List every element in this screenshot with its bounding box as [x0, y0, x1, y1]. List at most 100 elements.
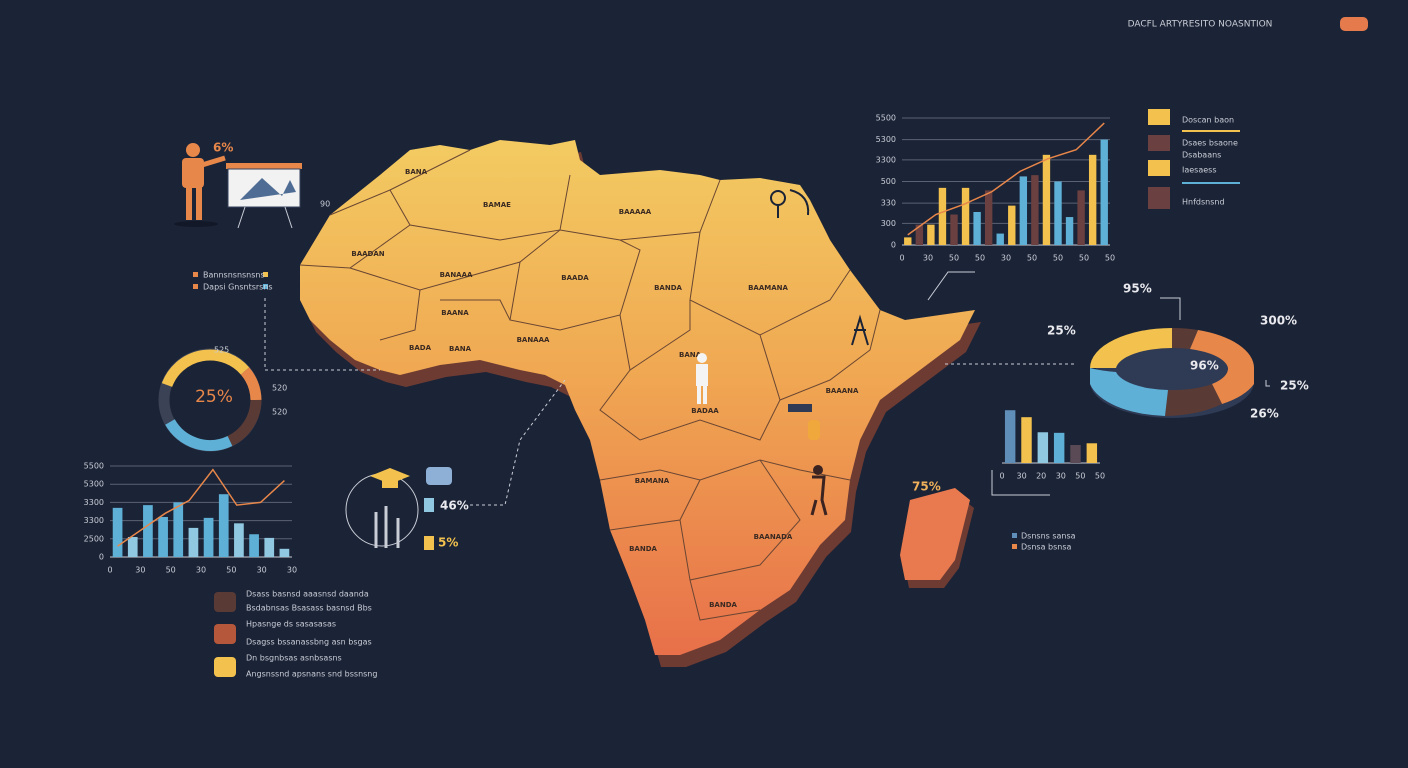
- bar: [1031, 175, 1039, 245]
- bar: [961, 187, 970, 245]
- note-text: Dn bsgnbsas asnbsasns: [246, 654, 342, 663]
- bar: [188, 527, 199, 557]
- y-tick-label: 5300: [876, 135, 896, 144]
- map-label: BAANA: [441, 309, 469, 317]
- y-tick-label: 3300: [84, 516, 104, 525]
- map-label: BADA: [409, 344, 432, 352]
- y-tick-label: 5500: [876, 114, 896, 123]
- madagascar: [900, 488, 970, 580]
- legend-text: Doscan baon: [1182, 116, 1234, 125]
- bar: [234, 523, 244, 557]
- y-tick-label: 3300: [876, 155, 896, 164]
- map-label: BAAAAA: [619, 208, 652, 216]
- map-label: BAANADA: [754, 533, 793, 541]
- legend-text: Dapsi Gnsntsrsns: [203, 283, 273, 292]
- bar: [1037, 432, 1049, 463]
- bar: [264, 537, 275, 557]
- donut-label: 300%: [1260, 314, 1297, 328]
- x-tick-label: 0: [899, 254, 904, 263]
- legend-swatch: [263, 284, 268, 289]
- edu-label: 46%: [440, 499, 469, 513]
- map-callout: 75%: [912, 480, 941, 494]
- bar: [1004, 410, 1016, 463]
- y-tick-label: 5500: [84, 462, 104, 471]
- connector: [470, 379, 566, 506]
- map-label: BAADAN: [351, 250, 384, 258]
- donut-label: 525: [214, 346, 229, 355]
- map-label: BANA: [449, 345, 472, 353]
- connector: [264, 298, 380, 371]
- map-label: BANA: [405, 168, 428, 176]
- legend-text: Dsaes bsaone: [1182, 139, 1238, 148]
- x-tick-label: 50: [1075, 472, 1085, 481]
- map-land: [300, 140, 975, 655]
- title: DACFL ARTYRESITO NOASNTION: [1128, 20, 1273, 30]
- bar: [203, 517, 214, 557]
- legend-text: Bannsnsnsnsns: [203, 271, 265, 280]
- map-label: BANAAA: [440, 271, 473, 279]
- y-tick-label: 300: [881, 219, 896, 228]
- notes: Dsass basnsd aaasnsd daanda Bsdabnsas Bs…: [214, 590, 377, 679]
- y-tick-label: 500: [881, 177, 896, 186]
- trend-line: [117, 468, 285, 547]
- x-tick-label: 50: [1027, 254, 1037, 263]
- bar: [249, 534, 259, 557]
- legend-text: Hnfdsnsnd: [1182, 198, 1225, 207]
- x-tick-label: 50: [1053, 254, 1063, 263]
- map-label: BANAAA: [517, 336, 550, 344]
- x-tick-label: 30: [257, 566, 267, 575]
- y-tick-label: 0: [99, 553, 104, 562]
- map-label: BAAANA: [826, 387, 859, 395]
- bar: [218, 494, 229, 557]
- bar: [1086, 443, 1098, 463]
- map-labels: BANA BAMAE BAAAAA BAADAN BANAAA BAADA BANDA BAA…: [351, 168, 859, 609]
- legend-text: Dsnsns sansa: [1021, 532, 1076, 541]
- bar: [158, 516, 168, 557]
- bar: [127, 536, 138, 557]
- x-tick-label: 50: [949, 254, 959, 263]
- bar: [1021, 417, 1032, 463]
- presenter: 6% 90: [174, 141, 330, 229]
- x-tick-label: 0: [107, 566, 112, 575]
- bar: [1008, 205, 1016, 245]
- education: 46% 5%: [345, 379, 566, 550]
- donut-label: 25%: [1047, 324, 1076, 338]
- presenter-label: 6%: [213, 141, 233, 155]
- map-label: BAMANA: [635, 477, 670, 485]
- bar: [1088, 154, 1097, 245]
- africa-map: BANA BAMAE BAAAAA BAADAN BANAAA BAADA BANDA BAA…: [299, 140, 981, 667]
- presenter-side: 90: [320, 200, 330, 209]
- x-tick-label: 30: [287, 566, 297, 575]
- donut-label: 520: [272, 408, 287, 417]
- map-label: BANDA: [709, 601, 737, 609]
- y-tick-label: 5300: [84, 480, 104, 489]
- map-label: BANDA: [654, 284, 682, 292]
- y-tick-label: 330: [881, 199, 896, 208]
- donut-label: 520: [272, 384, 287, 393]
- connector: [1160, 297, 1181, 320]
- x-tick-label: 50: [975, 254, 985, 263]
- note-text: Angsnssnd apsnans snd bssnsng: [246, 670, 377, 679]
- bar: [1019, 176, 1028, 245]
- bar: [973, 211, 981, 245]
- donut-label: 26%: [1250, 407, 1279, 421]
- bar: [1065, 217, 1074, 245]
- x-tick-label: 20: [1036, 472, 1046, 481]
- legend-swatch: [263, 272, 268, 277]
- bar: [915, 224, 924, 245]
- x-tick-label: 50: [166, 566, 176, 575]
- map-label: BADAA: [691, 407, 719, 415]
- bar: [1077, 190, 1085, 245]
- bar: [938, 187, 947, 245]
- x-tick-label: 30: [196, 566, 206, 575]
- donut-label: 25%: [1280, 379, 1309, 393]
- edu-label: 5%: [438, 536, 458, 550]
- map-label: BANDA: [629, 545, 657, 553]
- donut-label: 96%: [1190, 359, 1219, 373]
- map-label: BAADA: [561, 274, 589, 282]
- x-tick-label: 30: [1056, 472, 1066, 481]
- toggle[interactable]: [1340, 17, 1368, 31]
- bar: [1070, 445, 1081, 463]
